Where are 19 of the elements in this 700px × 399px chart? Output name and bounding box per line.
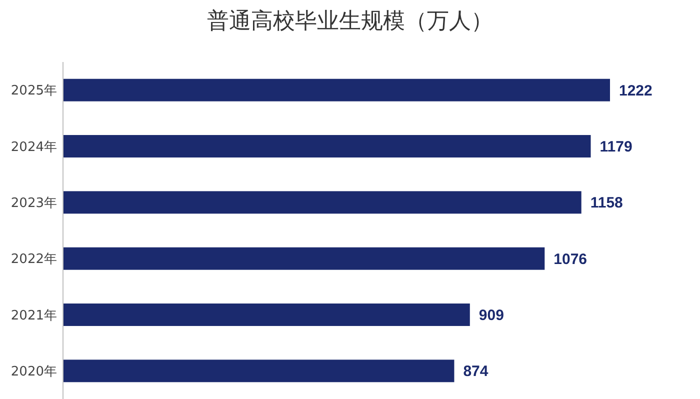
bar [63, 78, 610, 102]
data-label: 1179 [600, 138, 632, 156]
y-tick-label: 2020年 [10, 364, 57, 380]
y-tick-label: 2022年 [10, 252, 57, 268]
data-label: 1076 [554, 250, 588, 268]
bar [63, 360, 454, 382]
y-tick-label: 2021年 [10, 308, 57, 324]
bar [63, 247, 545, 270]
bar [63, 191, 582, 214]
data-label: 874 [463, 363, 489, 380]
data-label: 1222 [619, 82, 652, 100]
y-tick-label: 2025年 [10, 84, 57, 99]
y-tick-label: 2024年 [10, 140, 57, 155]
y-tick-label: 2023年 [10, 196, 57, 211]
data-label: 1158 [590, 194, 623, 212]
bar [63, 304, 470, 326]
chart-title: 普通高校毕业生规模（万人） [207, 9, 493, 34]
bar [63, 135, 591, 158]
data-label: 909 [478, 307, 504, 324]
